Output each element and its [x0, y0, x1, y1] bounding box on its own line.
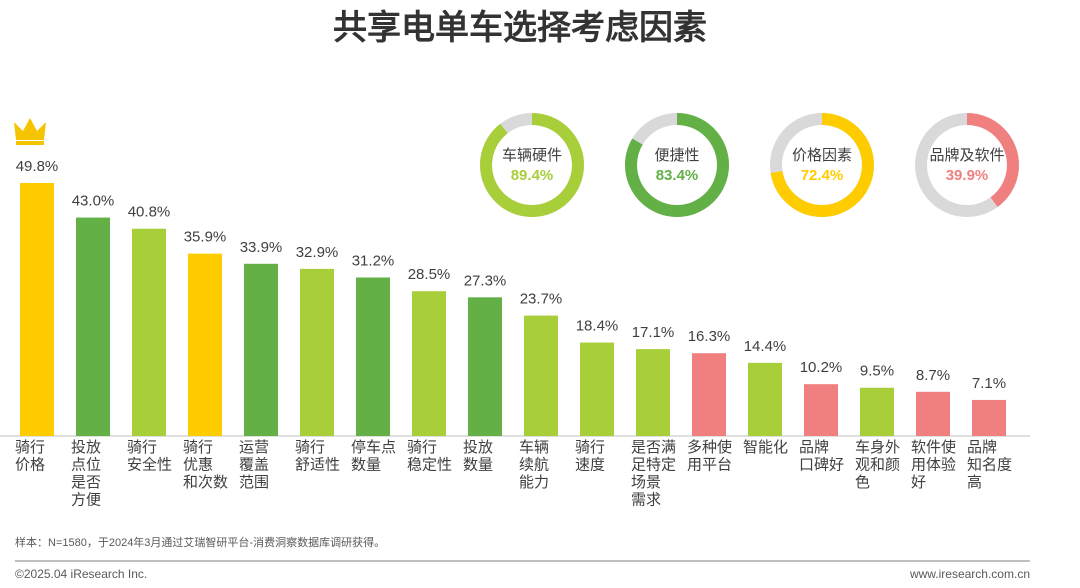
value-label: 10.2% [800, 359, 843, 376]
value-label: 35.9% [184, 229, 227, 246]
x-tick-label: 投放点位是否方便 [71, 439, 101, 509]
bar [860, 387, 894, 436]
x-tick-label: 智能化 [743, 438, 788, 456]
donut-value: 89.4% [511, 167, 554, 184]
value-label: 17.1% [632, 324, 675, 341]
crown [14, 118, 46, 145]
value-label: 9.5% [860, 363, 894, 380]
bar [468, 297, 502, 436]
value-label: 8.7% [916, 367, 950, 384]
x-tick-label: 品牌知名度高 [967, 439, 1012, 491]
x-tick-label: 停车点数量 [351, 439, 396, 474]
bar [412, 291, 446, 436]
bar [692, 353, 726, 436]
donut-arc [625, 113, 729, 217]
bar [356, 277, 390, 436]
footnote: 样本：N=1580，于2024年3月通过艾瑞智研平台-消费洞察数据库调研获得。 [15, 535, 385, 549]
copyright: ©2025.04 iResearch Inc. [15, 567, 147, 581]
donut-arc [480, 113, 584, 217]
x-tick-label: 软件使用体验好 [911, 439, 956, 491]
x-tick-label: 多种使用平台 [687, 439, 732, 474]
donut-value: 83.4% [656, 167, 699, 184]
x-tick-label: 车辆续航能力 [519, 439, 549, 491]
value-label: 23.7% [520, 291, 563, 308]
value-label: 7.1% [972, 375, 1006, 392]
value-label: 43.0% [72, 193, 115, 210]
bar [132, 228, 166, 436]
x-tick-label: 骑行速度 [575, 439, 605, 474]
x-tick-label: 投放数量 [463, 439, 493, 474]
website: www.iresearch.com.cn [909, 567, 1030, 581]
value-label: 31.2% [352, 252, 395, 269]
donut-label: 品牌及软件 [929, 147, 1004, 164]
x-tick-label: 骑行优惠和次数 [183, 439, 228, 491]
bar [300, 268, 334, 436]
value-label: 27.3% [464, 272, 507, 289]
value-label: 16.3% [688, 328, 731, 345]
x-tick-label: 运营覆盖范围 [239, 439, 269, 491]
donut-label: 车辆硬件 [502, 147, 562, 164]
value-label: 40.8% [128, 204, 171, 221]
value-label: 28.5% [408, 266, 451, 283]
donut-arc [770, 113, 874, 217]
x-tick-label: 骑行安全性 [127, 439, 172, 474]
value-label: 14.4% [744, 338, 787, 355]
value-label: 33.9% [240, 239, 283, 256]
bar [244, 263, 278, 436]
value-label: 49.8% [16, 158, 59, 175]
donut-value: 39.9% [946, 167, 989, 184]
donut-value: 72.4% [801, 167, 844, 184]
bar [76, 217, 110, 436]
donut-label: 价格因素 [792, 147, 852, 164]
x-tick-label: 是否满足特定场景需求 [631, 439, 676, 509]
x-tick-label: 品牌口碑好 [799, 439, 844, 474]
chart-title: 共享电单车选择考虑因素 [333, 9, 707, 47]
value-label: 18.4% [576, 317, 619, 334]
donut-arc [915, 113, 1019, 217]
bar [916, 391, 950, 436]
x-tick-label: 车身外观和颜色 [855, 439, 900, 491]
bar [188, 253, 222, 436]
x-tick-label: 骑行稳定性 [407, 439, 452, 474]
x-tick-label: 骑行价格 [15, 439, 45, 474]
bar [636, 349, 670, 436]
bar [524, 315, 558, 436]
bar [804, 384, 838, 436]
value-label: 32.9% [296, 244, 339, 261]
bar [748, 362, 782, 436]
x-tick-label: 骑行舒适性 [295, 439, 340, 474]
bar [580, 342, 614, 436]
donut-label: 便捷性 [654, 147, 699, 164]
bar [972, 399, 1006, 436]
bar [20, 183, 54, 436]
